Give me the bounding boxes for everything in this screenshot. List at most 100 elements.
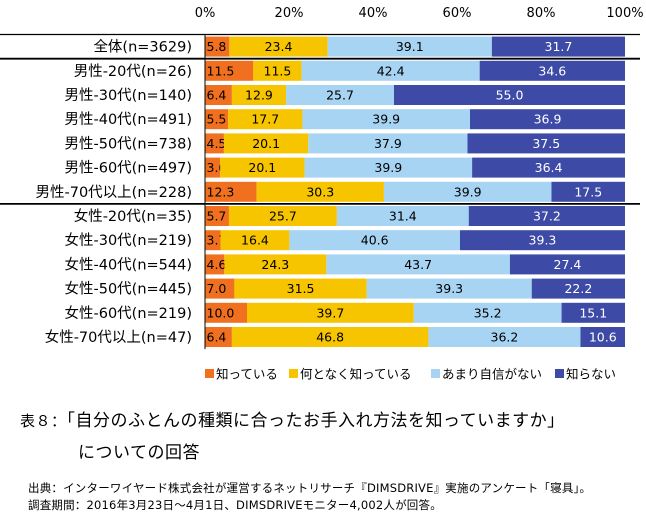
data-label: 24.3 [261,257,289,272]
source-note: 出典：インターワイヤード株式会社が運営するネットリサーチ『DIMSDRIVE』実… [28,481,592,495]
data-label: 10.6 [589,330,617,345]
bar-segment [205,60,254,81]
data-label: 37.2 [533,209,561,224]
bar-segment [253,60,302,81]
bar-segment [220,230,290,251]
bar-segment [336,206,469,226]
x-axis-ticks: 0% 20% 40% 60% 80% 100% [195,6,644,21]
data-label: 55.0 [496,88,524,103]
bars: 5.8 23.4 39.1 31.7 11.5 11.5 42.4 34.6 6.4 12.9 25… [205,36,625,347]
data-label: 11.5 [264,63,292,78]
bar-segment [304,157,473,178]
data-label: 25.7 [326,88,354,103]
bar-segment [580,327,625,347]
legend-swatch [431,369,440,378]
data-label: 39.3 [435,281,463,296]
data-label: 6.4 [207,330,227,345]
data-label: 6.4 [207,88,227,103]
data-label: 17.7 [251,112,279,127]
bar-segment [247,302,414,323]
legend: 知っている 何となく知っている あまり自信がない 知らない [205,367,616,382]
data-label: 11.5 [207,63,235,78]
figure-caption: 表８：「自分のふとんの種類に合ったお手入れ方法を知っていますか」 [20,410,565,432]
category-label: 全体(n=3629) [93,38,192,56]
category-label: 女性-30代(n=219) [64,231,192,249]
bar-segment [467,133,625,154]
category-label: 女性-40代(n=544) [64,255,192,273]
bar-segment [428,327,581,347]
x-tick-label: 80% [527,6,556,21]
survey-period-note: 調査期間：2016年3月23日～4月1日、DIMSDRIVEモニター4,002人… [28,498,442,512]
data-label: 25.7 [269,209,297,224]
data-label: 34.6 [538,63,566,78]
legend-label: 知らない [566,367,616,382]
bar-segment [205,278,235,299]
data-label: 37.5 [532,136,560,151]
caption-prefix: 表８： [20,412,67,430]
category-label: 男性-60代(n=497) [64,160,192,177]
bar-segment [394,85,625,105]
data-label: 12.3 [207,184,235,199]
data-label: 36.2 [491,330,519,345]
bar-segment [491,36,625,57]
bar-segment [289,230,460,251]
data-label: 37.9 [374,136,402,151]
category-label: 男性-30代(n=140) [64,87,192,104]
data-label: 16.4 [241,233,269,248]
data-label: 43.7 [404,257,432,272]
caption-title: 「自分のふとんの種類に合ったお手入れ方法を知っていますか」 [66,411,565,431]
data-label: 39.7 [316,305,344,320]
category-label: 男性-50代(n=738) [64,135,192,152]
bar-segment [531,278,625,299]
bar-segment [383,181,552,202]
data-label: 42.4 [377,63,405,78]
legend-label: 知っている [216,367,278,382]
bar-segment [224,254,327,275]
data-label: 40.6 [361,233,389,248]
data-label: 31.7 [545,39,573,54]
data-label: 4.6 [207,257,227,272]
data-label: 5.5 [207,112,227,127]
data-label: 5.7 [207,209,227,224]
bar-segment [205,302,247,323]
bar-segment [561,302,625,323]
x-tick-label: 60% [443,6,472,21]
bar-segment [326,254,510,275]
data-label: 17.5 [574,184,602,199]
data-label: 46.8 [316,330,344,345]
legend-label: 何となく知っている [300,367,412,382]
data-label: 36.9 [534,112,562,127]
data-label: 39.9 [454,184,482,199]
data-label: 39.9 [372,112,400,127]
data-label: 22.2 [564,281,592,296]
bar-segment [205,133,224,154]
bar-segment [234,278,367,299]
bar-segment [229,36,328,57]
data-label: 36.4 [535,160,563,175]
data-label: 35.2 [474,305,502,320]
bar-segment [205,109,229,130]
bar-segment [220,157,305,178]
data-label: 39.1 [396,39,424,54]
category-label: 女性-50代(n=445) [64,280,192,298]
category-label: 男性-40代(n=491) [64,111,192,128]
stacked-bar-chart: 0% 20% 40% 60% 80% 100% 全体(n=3629) 男性-20代(n=26… [0,6,644,382]
data-label: 39.9 [374,160,402,175]
bar-segment [472,157,625,178]
data-label: 20.1 [248,160,276,175]
data-label: 5.8 [207,39,227,54]
legend-swatch [289,369,298,378]
data-label: 31.4 [389,209,417,224]
legend-label: あまり自信がない [442,367,542,382]
category-label: 男性-70代以上(n=228) [35,184,192,201]
legend-swatch [205,369,214,378]
bar-segment [459,230,625,251]
bar-segment [205,157,221,178]
bar-segment [223,133,309,154]
bar-segment [509,254,625,275]
data-label: 30.3 [306,184,334,199]
category-label: 女性-60代(n=219) [64,304,192,322]
x-tick-label: 0% [195,6,216,21]
bar-segment [205,181,257,202]
data-label: 7.0 [207,281,227,296]
